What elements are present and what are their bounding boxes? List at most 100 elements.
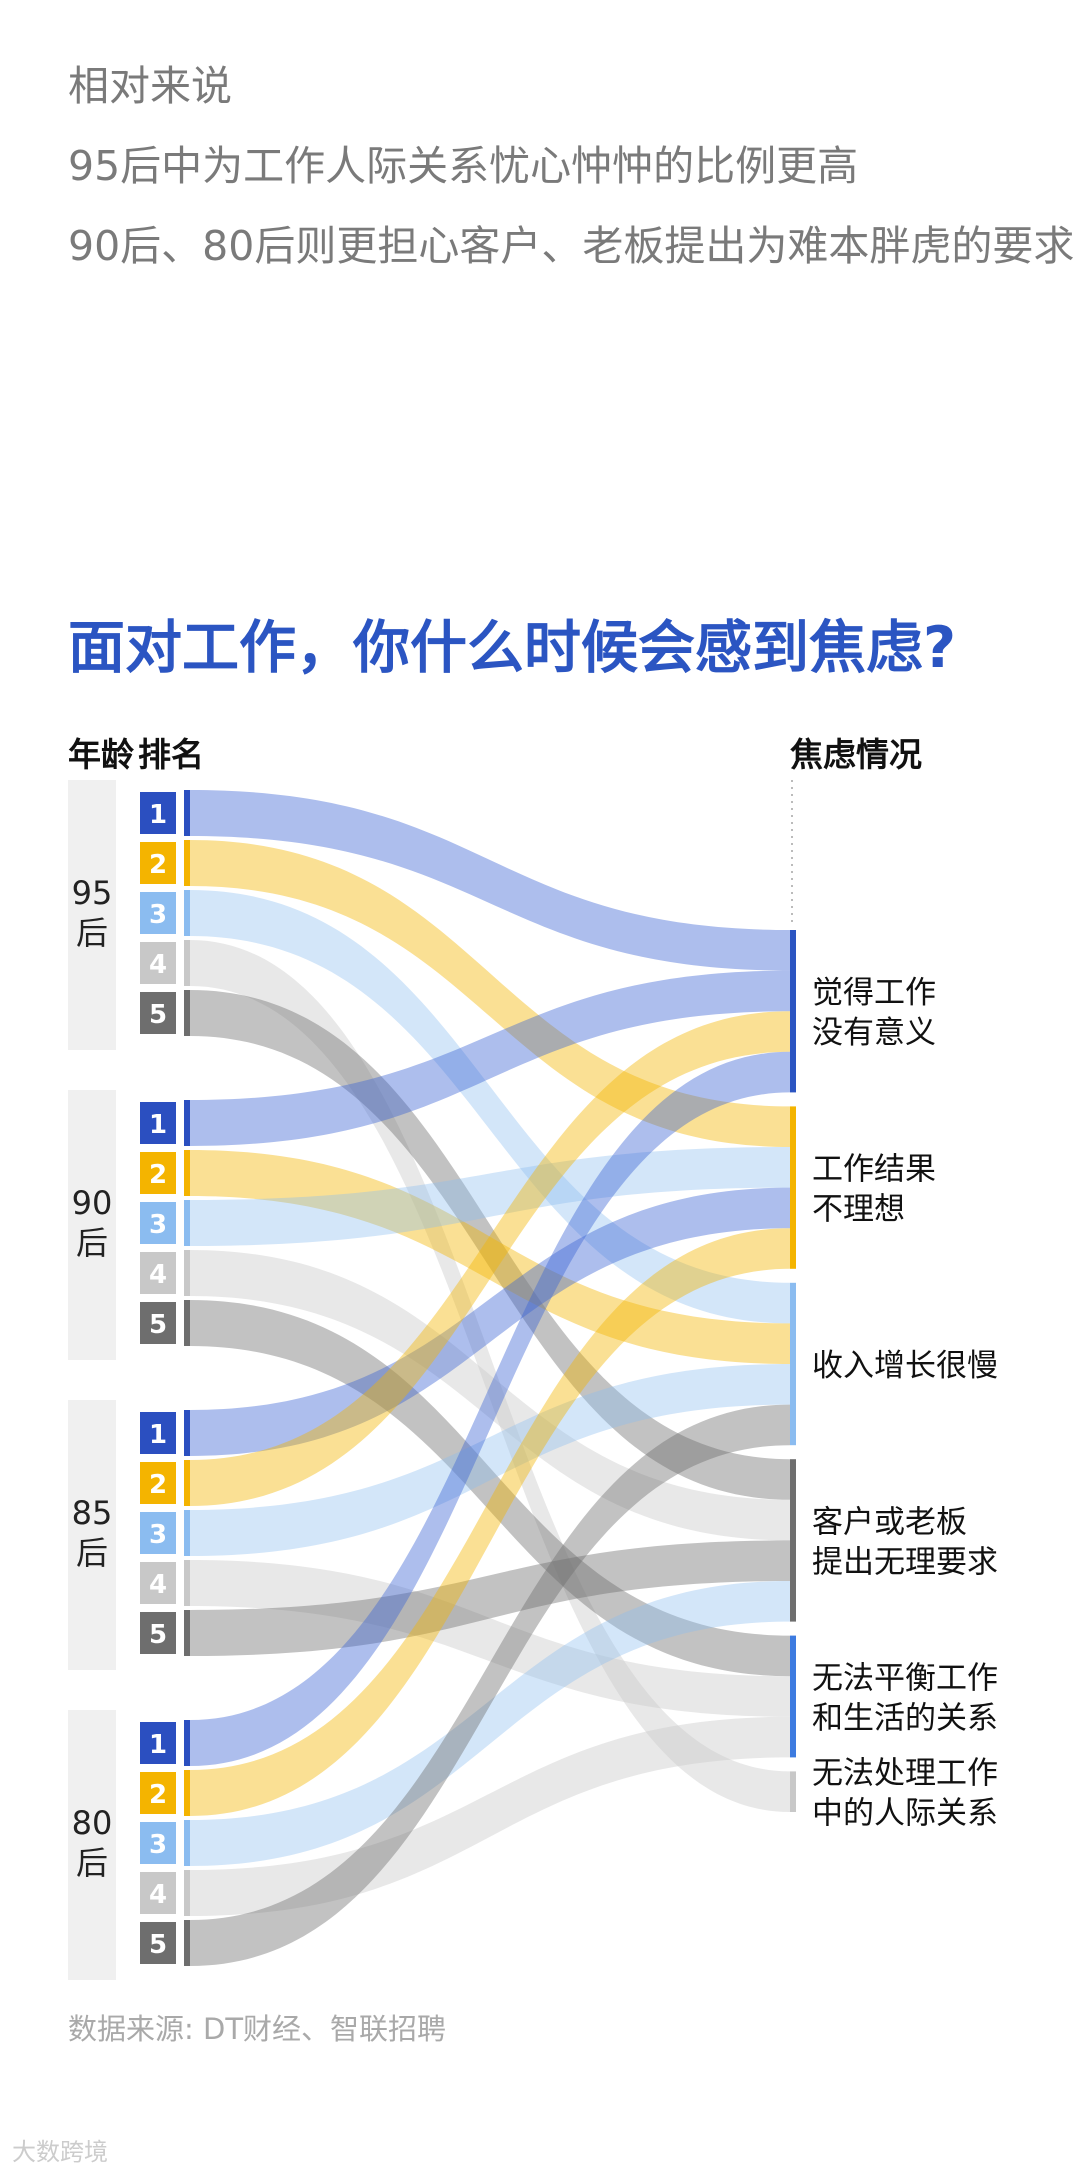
rank-box: [140, 1202, 176, 1244]
flow-ribbon: [190, 840, 790, 1147]
rank-bar: [184, 1610, 190, 1656]
category-label: 觉得工作没有意义: [812, 975, 936, 1051]
rank-bar: [184, 840, 190, 886]
intro-line-3: 90后、80后则更担心客户、老板提出为难本胖虎的要求: [68, 222, 1075, 270]
rank-number: 5: [149, 1310, 167, 1340]
rank-number: 1: [149, 1110, 167, 1140]
intro-line-2: 95后中为工作人际关系忧心忡忡的比例更高: [68, 142, 859, 190]
category-bar: [790, 1106, 796, 1269]
rank-number: 4: [149, 1570, 167, 1600]
rank-number: 2: [149, 1470, 167, 1500]
flow-ribbon: [190, 890, 790, 1324]
rank-box: [140, 942, 176, 984]
rank-box: [140, 1772, 176, 1814]
rank-bar: [184, 1770, 190, 1816]
flow-ribbon: [190, 1147, 790, 1246]
age-header: 年龄: [68, 735, 134, 774]
flow-ribbon: [190, 1540, 790, 1656]
rank-bar: [184, 1410, 190, 1456]
flow-ribbon: [190, 1011, 790, 1506]
rank-bar: [184, 940, 190, 986]
rank-bar: [184, 1510, 190, 1556]
flow-ribbon: [190, 1300, 790, 1677]
category-label: 工作结果不理想: [812, 1152, 936, 1228]
rank-number: 5: [149, 1000, 167, 1030]
rank-box: [140, 1252, 176, 1294]
age-group-label: 85 后: [72, 1494, 113, 1572]
age-group-label: 95 后: [72, 874, 113, 952]
rank-box: [140, 892, 176, 934]
rank-bar: [184, 1460, 190, 1506]
rank-header: 排名: [138, 735, 204, 774]
rank-number: 4: [149, 1880, 167, 1910]
rank-box: [140, 1612, 176, 1654]
rank-bar: [184, 1820, 190, 1866]
rank-bar: [184, 1100, 190, 1146]
rank-box: [140, 1412, 176, 1454]
category-label: 客户或老板提出无理要求: [812, 1504, 998, 1580]
flow-ribbon: [190, 790, 790, 971]
category-label: 无法平衡工作和生活的关系: [812, 1661, 998, 1737]
category-label: 收入增长很慢: [812, 1348, 998, 1384]
rank-box: [140, 1462, 176, 1504]
data-source: 数据来源: DT财经、智联招聘: [68, 2012, 447, 2046]
age-group-label: 90 后: [72, 1184, 113, 1262]
flow-ribbon: [190, 990, 790, 1500]
rank-bar: [184, 1150, 190, 1196]
rank-box: [140, 1722, 176, 1764]
rank-box: [140, 1302, 176, 1344]
rank-number: 3: [149, 1520, 167, 1550]
rank-number: 3: [149, 900, 167, 930]
category-bar: [790, 1635, 796, 1758]
rank-bar: [184, 1200, 190, 1246]
rank-number: 2: [149, 1780, 167, 1810]
rank-number: 4: [149, 1260, 167, 1290]
rank-box: [140, 1822, 176, 1864]
rank-number: 2: [149, 1160, 167, 1190]
flow-ribbon: [190, 940, 790, 1812]
category-bar: [790, 1459, 796, 1622]
rank-bar: [184, 1560, 190, 1606]
flow-ribbon: [190, 1187, 790, 1456]
anxiety-header: 焦虑情况: [790, 735, 922, 774]
age-group-label: 80 后: [72, 1804, 113, 1882]
rank-bar: [184, 1870, 190, 1916]
flow-ribbon: [190, 1404, 790, 1966]
rank-bar: [184, 1920, 190, 1966]
flow-ribbon: [190, 1150, 790, 1364]
rank-number: 5: [149, 1930, 167, 1960]
flow-ribbon: [190, 1581, 790, 1866]
rank-number: 1: [149, 800, 167, 830]
rank-number: 3: [149, 1210, 167, 1240]
age-group-block: [68, 1090, 116, 1360]
flow-ribbon: [190, 1228, 790, 1816]
rank-number: 1: [149, 1420, 167, 1450]
flow-ribbon: [190, 1364, 790, 1556]
rank-box: [140, 992, 176, 1034]
rank-box: [140, 842, 176, 884]
watermark: 大数跨境: [12, 2138, 108, 2166]
age-group-block: [68, 1710, 116, 1980]
rank-bar: [184, 1250, 190, 1296]
rank-number: 2: [149, 850, 167, 880]
rank-box: [140, 1102, 176, 1144]
category-bar: [790, 930, 796, 1093]
rank-bar: [184, 790, 190, 836]
age-group-block: [68, 1400, 116, 1670]
rank-number: 3: [149, 1830, 167, 1860]
rank-bar: [184, 990, 190, 1036]
flow-ribbon: [190, 1051, 790, 1766]
rank-box: [140, 1512, 176, 1554]
category-bar: [790, 1771, 796, 1812]
rank-number: 4: [149, 950, 167, 980]
age-group-block: [68, 780, 116, 1050]
rank-bar: [184, 1300, 190, 1346]
rank-bar: [184, 890, 190, 936]
chart-title: 面对工作，你什么时候会感到焦虑?: [68, 615, 957, 681]
rank-bar: [184, 1720, 190, 1766]
rank-number: 1: [149, 1730, 167, 1760]
intro-line-1: 相对来说: [68, 62, 232, 110]
category-label: 无法处理工作中的人际关系: [812, 1756, 998, 1832]
rank-box: [140, 1562, 176, 1604]
flow-ribbon: [190, 1716, 790, 1916]
